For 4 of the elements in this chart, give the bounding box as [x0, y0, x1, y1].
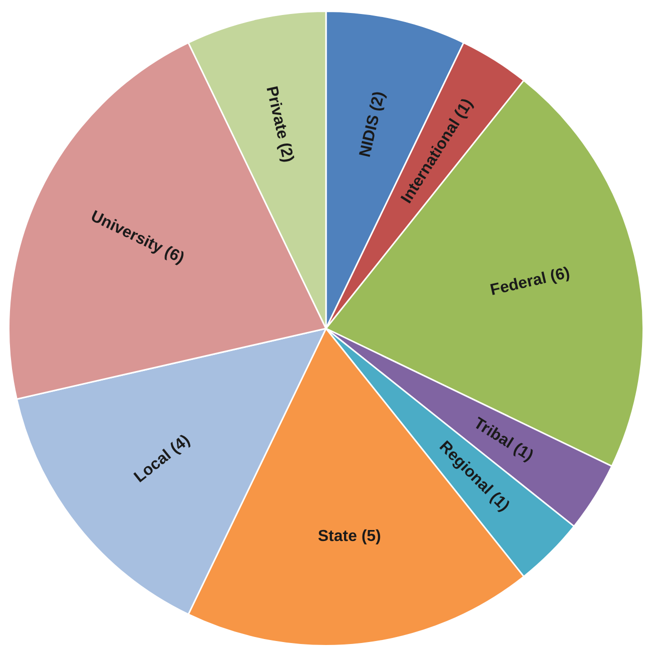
slice-label: State (5): [318, 528, 382, 545]
slice-label: NIDIS (2): [356, 90, 388, 159]
slice-label: Private (2): [262, 84, 296, 164]
slice-label: Federal (6): [488, 264, 572, 300]
